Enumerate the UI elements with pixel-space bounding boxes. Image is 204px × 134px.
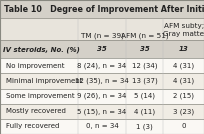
- Text: TM (n = 39): TM (n = 39): [81, 32, 123, 39]
- Bar: [0, 58, 204, 73]
- Bar: [0, 104, 204, 119]
- Text: Fully recovered: Fully recovered: [6, 123, 60, 129]
- Text: AFM subty;: AFM subty;: [164, 23, 204, 29]
- Text: Minimal improvement: Minimal improvement: [6, 78, 83, 84]
- Bar: [0, 89, 204, 104]
- Text: No improvement: No improvement: [6, 63, 65, 69]
- Text: 3 (23): 3 (23): [173, 108, 194, 115]
- Text: 0, n = 34: 0, n = 34: [86, 123, 118, 129]
- Text: 12 (34): 12 (34): [132, 63, 157, 69]
- Text: IV steroids, No. (%): IV steroids, No. (%): [3, 46, 80, 53]
- Text: Some improvement: Some improvement: [6, 93, 75, 99]
- Text: Table 10   Degree of Improvement After Initial Treatment: Table 10 Degree of Improvement After Ini…: [4, 5, 204, 14]
- Bar: [0, 0, 204, 18]
- Text: 35: 35: [97, 46, 107, 52]
- Text: 12 (35), n = 34: 12 (35), n = 34: [75, 78, 129, 84]
- Text: Gray matte: Gray matte: [163, 31, 204, 37]
- Text: Mostly recovered: Mostly recovered: [6, 108, 66, 114]
- Text: 35: 35: [140, 46, 150, 52]
- Text: 13: 13: [179, 46, 188, 52]
- Bar: [0, 119, 204, 134]
- Bar: [0, 18, 204, 40]
- Text: 4 (31): 4 (31): [173, 63, 194, 69]
- Text: 1 (3): 1 (3): [136, 123, 153, 130]
- Bar: [0, 40, 204, 58]
- Bar: [0, 73, 204, 89]
- Text: 4 (11): 4 (11): [134, 108, 155, 115]
- Text: 5 (14): 5 (14): [134, 93, 155, 99]
- Text: 2 (15): 2 (15): [173, 93, 194, 99]
- Text: 0: 0: [181, 123, 186, 129]
- Text: AFM (n = 51): AFM (n = 51): [121, 32, 169, 39]
- Text: 8 (24), n = 34: 8 (24), n = 34: [77, 63, 127, 69]
- Text: 13 (37): 13 (37): [132, 78, 158, 84]
- Text: 5 (15), n = 34: 5 (15), n = 34: [77, 108, 127, 115]
- Text: 9 (26), n = 34: 9 (26), n = 34: [77, 93, 127, 99]
- Text: 4 (31): 4 (31): [173, 78, 194, 84]
